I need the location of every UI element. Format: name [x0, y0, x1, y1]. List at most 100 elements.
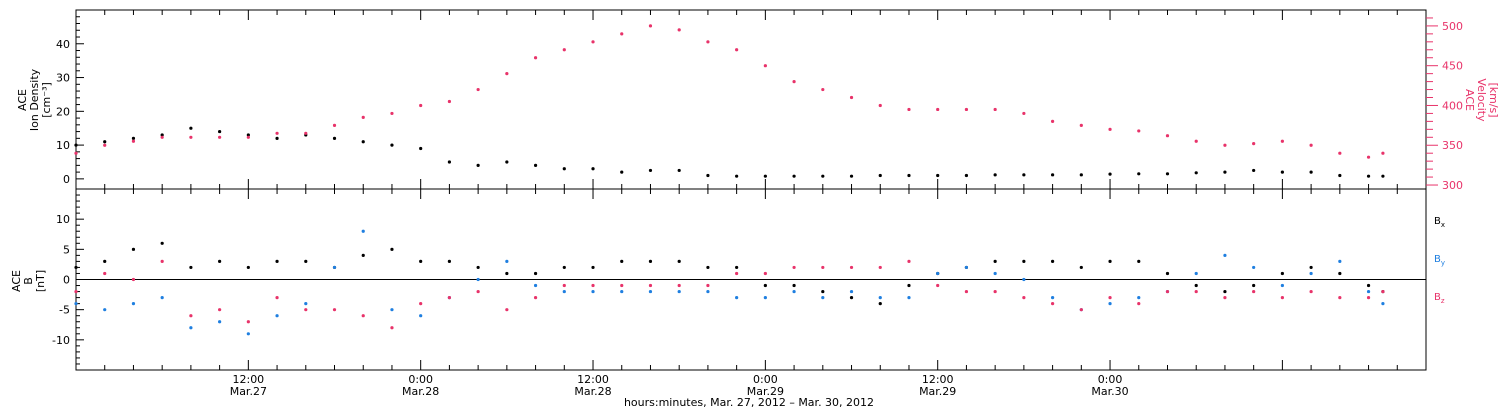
bz-point: [735, 271, 739, 276]
density-point: [706, 173, 710, 178]
density-point: [1366, 174, 1371, 178]
x-tick-label: 12:00: [922, 373, 954, 386]
density-point: [562, 167, 566, 171]
density-point: [735, 174, 739, 178]
velocity-point: [1309, 143, 1313, 147]
by-point: [1252, 265, 1256, 270]
by-point: [620, 289, 624, 294]
velocity-point: [562, 48, 566, 52]
density-point: [648, 168, 653, 173]
density-point: [533, 163, 538, 167]
bx-point: [620, 259, 624, 263]
bx-point: [1165, 271, 1170, 276]
by-point: [246, 332, 250, 336]
density-y-tick-label: 30: [56, 72, 70, 85]
bx-point: [218, 259, 222, 263]
velocity-point: [735, 48, 739, 52]
by-point: [419, 314, 423, 318]
bx-point: [648, 259, 653, 263]
velocity-point: [189, 135, 193, 139]
bx-point: [792, 283, 796, 288]
bx-point: [246, 265, 250, 270]
by-point: [706, 289, 710, 294]
velocity-point: [591, 40, 595, 44]
b-y-tick-label: -10: [52, 334, 70, 347]
by-point: [1338, 259, 1342, 263]
bx-point: [591, 265, 595, 270]
density-point: [936, 173, 940, 178]
by-point: [907, 296, 911, 300]
x-axis-title: hours:minutes, Mar. 27, 2012 – Mar. 30, …: [624, 396, 874, 409]
legend-bz: Bz: [1434, 292, 1445, 305]
bx-point: [878, 302, 882, 306]
by-point: [189, 326, 193, 330]
by-point: [304, 302, 308, 306]
bz-point: [1050, 302, 1055, 306]
bz-point: [1280, 296, 1284, 300]
density-point: [591, 167, 595, 171]
by-point: [792, 289, 796, 294]
velocity-y-tick-label: 300: [1442, 179, 1463, 192]
by-point: [361, 229, 365, 233]
by-point: [591, 289, 595, 294]
bz-point: [275, 296, 279, 300]
bz-point: [103, 271, 107, 276]
bx-point: [1366, 283, 1371, 288]
bz-point: [1252, 289, 1256, 294]
by-point: [218, 320, 222, 324]
velocity-point: [620, 32, 624, 36]
top-right-ylabel-units: [km/s]: [1487, 82, 1500, 117]
bx-point: [849, 296, 854, 300]
by-point: [131, 302, 136, 306]
velocity-point: [1252, 142, 1256, 146]
velocity-point: [964, 107, 969, 112]
density-point: [103, 140, 107, 144]
bz-point: [1022, 296, 1026, 300]
velocity-point: [1050, 119, 1055, 123]
velocity-point: [533, 56, 538, 60]
velocity-point: [74, 151, 78, 155]
x-tick-sublabel: Mar.29: [747, 385, 784, 398]
legend: Bx By Bz: [1434, 216, 1445, 305]
by-point: [1223, 253, 1227, 257]
density-point: [1022, 173, 1026, 177]
b-y-tick-label: 5: [63, 243, 70, 256]
velocity-point: [361, 115, 365, 119]
bz-point: [131, 277, 136, 282]
bz-point: [763, 271, 767, 276]
velocity-point: [1022, 111, 1026, 116]
bz-point: [74, 289, 78, 294]
density-point: [447, 160, 452, 164]
density-point: [620, 170, 624, 174]
b-y-tick-label: 0: [63, 274, 70, 287]
velocity-point: [246, 135, 250, 139]
velocity-point: [821, 87, 825, 92]
by-point: [1309, 271, 1313, 276]
bz-point: [1223, 296, 1227, 300]
density-point: [1252, 168, 1256, 173]
bz-point: [1137, 302, 1141, 306]
bx-point: [677, 259, 681, 263]
density-point: [390, 143, 394, 147]
velocity-point: [677, 28, 681, 32]
velocity-point: [1338, 151, 1342, 155]
bx-point: [1309, 265, 1313, 270]
density-point: [1223, 170, 1227, 174]
top-right-ylabel-ace: ACE: [1463, 89, 1476, 111]
bz-point: [332, 308, 337, 312]
top-right-ylabel-velocity: Velocity: [1475, 78, 1488, 122]
by-point: [648, 289, 653, 294]
by-point: [878, 296, 882, 300]
density-point: [476, 163, 480, 167]
density-point: [677, 168, 681, 173]
density-point: [821, 174, 825, 178]
by-point: [1137, 296, 1141, 300]
velocity-point: [993, 107, 997, 112]
bz-point: [304, 308, 308, 312]
by-point: [1194, 271, 1198, 276]
x-tick-label: 12:00: [232, 373, 264, 386]
bz-point: [160, 259, 164, 263]
bx-point: [533, 271, 538, 276]
velocity-point: [103, 143, 107, 147]
density-point: [1194, 171, 1198, 175]
